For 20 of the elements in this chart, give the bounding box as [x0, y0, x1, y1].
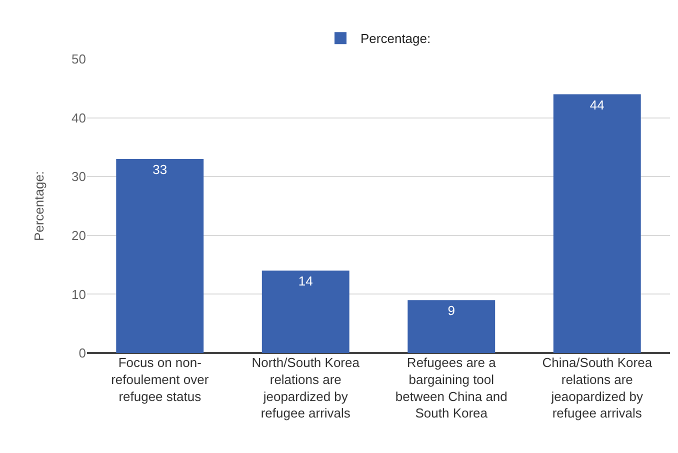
data-label: 14	[298, 274, 313, 289]
y-tick-label: 0	[78, 346, 86, 361]
legend-label: Percentage:	[360, 31, 431, 46]
y-tick-label: 20	[72, 228, 86, 243]
y-axis-title: Percentage:	[31, 170, 46, 242]
x-tick-label: Focus on non-refoulement over refugee status	[111, 355, 210, 404]
bar	[553, 94, 641, 353]
y-tick-label: 10	[72, 286, 86, 302]
bar	[116, 158, 204, 353]
y-tick-label: 50	[72, 52, 86, 67]
data-label: 9	[448, 303, 455, 318]
x-tick-label: Refugees are a bargaining tool between China and South Korea	[395, 355, 508, 421]
bar	[408, 300, 496, 353]
bar	[262, 270, 350, 353]
y-tick-label: 30	[72, 169, 86, 184]
x-tick-label: North/South Korea relations are jeopardized by refugee arrivals	[252, 355, 360, 421]
data-label: 44	[590, 97, 604, 112]
y-tick-label: 40	[72, 110, 86, 126]
data-label: 33	[152, 162, 168, 177]
x-tick-label: China/South Korea relations are jeaopardized by refugee arrivals	[542, 355, 653, 421]
